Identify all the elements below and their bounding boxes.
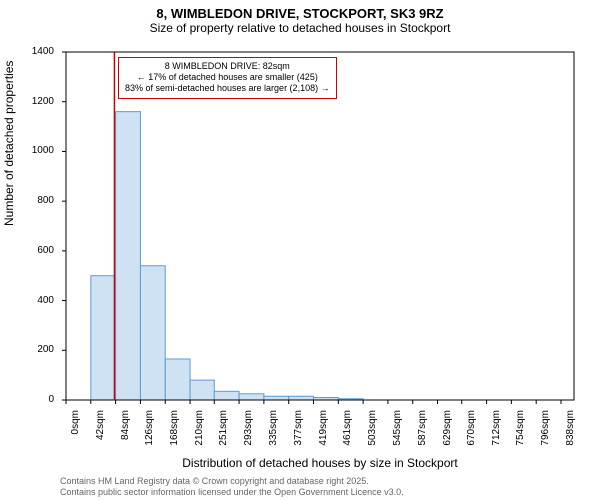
- x-tick-label: 629sqm: [442, 410, 453, 450]
- x-tick-label: 293sqm: [243, 410, 254, 450]
- y-tick-label: 0: [22, 394, 54, 405]
- x-tick-label: 670sqm: [466, 410, 477, 450]
- annotation-box: 8 WIMBLEDON DRIVE: 82sqm← 17% of detache…: [118, 57, 337, 99]
- y-tick-label: 1400: [22, 46, 54, 57]
- chart-container: { "title": "8, WIMBLEDON DRIVE, STOCKPOR…: [0, 0, 600, 500]
- footnote-line-2: Contains public sector information licen…: [60, 487, 404, 498]
- x-tick-label: 461sqm: [342, 410, 353, 450]
- footnote-line-1: Contains HM Land Registry data © Crown c…: [60, 476, 404, 487]
- y-tick-label: 400: [22, 295, 54, 306]
- x-tick-label: 251sqm: [218, 410, 229, 450]
- y-axis-label: Number of detached properties: [2, 61, 16, 226]
- x-axis-label: Distribution of detached houses by size …: [60, 456, 580, 470]
- x-tick-label: 545sqm: [392, 410, 403, 450]
- x-tick-label: 503sqm: [367, 410, 378, 450]
- annotation-line: 83% of semi-detached houses are larger (…: [125, 83, 330, 94]
- x-tick-label: 42sqm: [95, 410, 106, 450]
- x-tick-label: 712sqm: [491, 410, 502, 450]
- annotation-line: ← 17% of detached houses are smaller (42…: [125, 72, 330, 83]
- chart-title: 8, WIMBLEDON DRIVE, STOCKPORT, SK3 9RZ: [0, 0, 600, 21]
- y-tick-label: 1200: [22, 96, 54, 107]
- x-tick-label: 126sqm: [144, 410, 155, 450]
- chart-subtitle: Size of property relative to detached ho…: [0, 21, 600, 39]
- x-tick-label: 84sqm: [120, 410, 131, 450]
- x-tick-label: 419sqm: [318, 410, 329, 450]
- x-tick-label: 0sqm: [70, 410, 81, 450]
- y-tick-label: 600: [22, 245, 54, 256]
- x-tick-label: 796sqm: [540, 410, 551, 450]
- footnote: Contains HM Land Registry data © Crown c…: [60, 476, 404, 499]
- plot-area: 8 WIMBLEDON DRIVE: 82sqm← 17% of detache…: [60, 46, 580, 406]
- x-tick-label: 377sqm: [293, 410, 304, 450]
- annotation-line: 8 WIMBLEDON DRIVE: 82sqm: [125, 61, 330, 72]
- y-tick-label: 800: [22, 195, 54, 206]
- x-tick-label: 210sqm: [194, 410, 205, 450]
- y-tick-label: 200: [22, 344, 54, 355]
- x-tick-label: 168sqm: [169, 410, 180, 450]
- x-tick-label: 838sqm: [565, 410, 576, 450]
- y-tick-label: 1000: [22, 145, 54, 156]
- x-tick-label: 587sqm: [417, 410, 428, 450]
- histogram-svg: [60, 46, 580, 406]
- x-tick-label: 754sqm: [515, 410, 526, 450]
- x-tick-label: 335sqm: [268, 410, 279, 450]
